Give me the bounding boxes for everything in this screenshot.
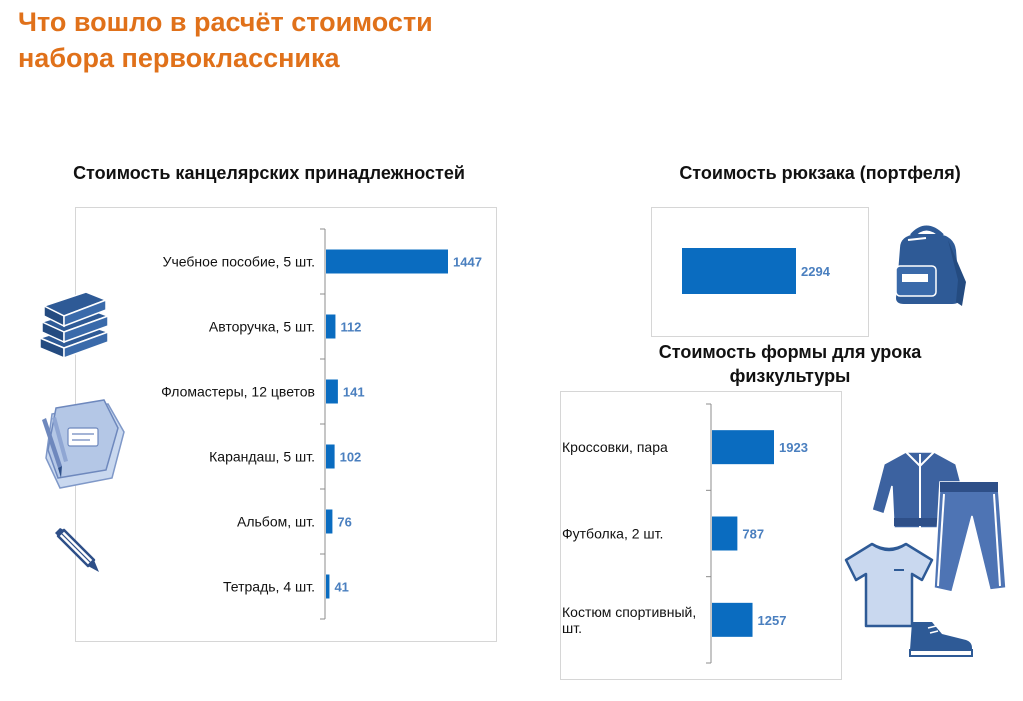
sportswear-category-label: Костюм спортивный, [562, 604, 696, 620]
sportswear-bar [712, 430, 774, 465]
stationery-bar [326, 574, 330, 599]
t-shirt-icon [844, 542, 934, 628]
sportswear-chart-frame [560, 391, 842, 680]
stationery-bar [326, 249, 448, 274]
sportswear-chart-title-line-1: Стоимость формы для урока [658, 342, 922, 362]
sportswear-value-label: 787 [742, 527, 764, 542]
stationery-value-label: 41 [334, 580, 348, 595]
stationery-category-label: Альбом, шт. [237, 514, 315, 530]
sportswear-value-label: 1257 [758, 613, 787, 628]
stationery-category-label: Авторучка, 5 шт. [209, 319, 315, 335]
sportswear-chart: 1923 Кроссовки, пара 787 Футболка, 2 шт. 125… [562, 403, 808, 664]
sportswear-chart-title: Стоимость формы для урока физкультуры [600, 340, 980, 388]
stationery-value-label: 112 [340, 320, 361, 335]
pencil-icon [55, 528, 99, 572]
notebook-with-pencils-icon [42, 399, 125, 489]
sports-pants-icon [933, 481, 1007, 593]
backpack-value-label: 2294 [801, 264, 831, 279]
stationery-value-label: 141 [343, 385, 365, 400]
sportswear-bar [712, 516, 738, 551]
stationery-value-label: 76 [337, 515, 351, 530]
stationery-category-label: Учебное пособие, 5 шт. [163, 254, 315, 270]
sportswear-category-label: Футболка, 2 шт. [562, 526, 663, 542]
stationery-chart-title: Стоимость канцелярских принадлежностей [73, 163, 465, 183]
sportswear-category-label: шт. [562, 620, 582, 636]
backpack-bar [682, 248, 796, 294]
page-title-line-2: набора первоклассника [18, 43, 340, 73]
stationery-bar [326, 444, 335, 469]
sportswear-chart-title-line-2: физкультуры [729, 366, 851, 386]
sportswear-value-label: 1923 [779, 440, 808, 455]
stationery-category-label: Карандаш, 5 шт. [209, 449, 315, 465]
stationery-bar [326, 509, 333, 534]
backpack-icon [895, 225, 966, 306]
stationery-chart-frame [75, 207, 497, 642]
stationery-bar [326, 379, 338, 404]
books-icon [37, 291, 111, 360]
stationery-category-label: Тетрадь, 4 шт. [223, 579, 315, 595]
sportswear-bar [712, 602, 753, 637]
sneaker-icon [909, 622, 973, 657]
stationery-category-label: Фломастеры, 12 цветов [161, 384, 315, 400]
stationery-value-label: 1447 [453, 255, 482, 270]
page-title-line-1: Что вошло в расчёт стоимости [18, 7, 433, 37]
stationery-value-label: 102 [340, 450, 362, 465]
backpack-chart-title: Стоимость рюкзака (портфеля) [679, 163, 961, 183]
backpack-chart: 2294 [682, 248, 831, 294]
stationery-bar [326, 314, 336, 339]
sportswear-category-label: Кроссовки, пара [562, 439, 668, 455]
stationery-chart: 1447 Учебное пособие, 5 шт. 112 Авторучка, … [161, 228, 482, 620]
page-title: Что вошло в расчёт стоимости набора перв… [18, 4, 618, 76]
